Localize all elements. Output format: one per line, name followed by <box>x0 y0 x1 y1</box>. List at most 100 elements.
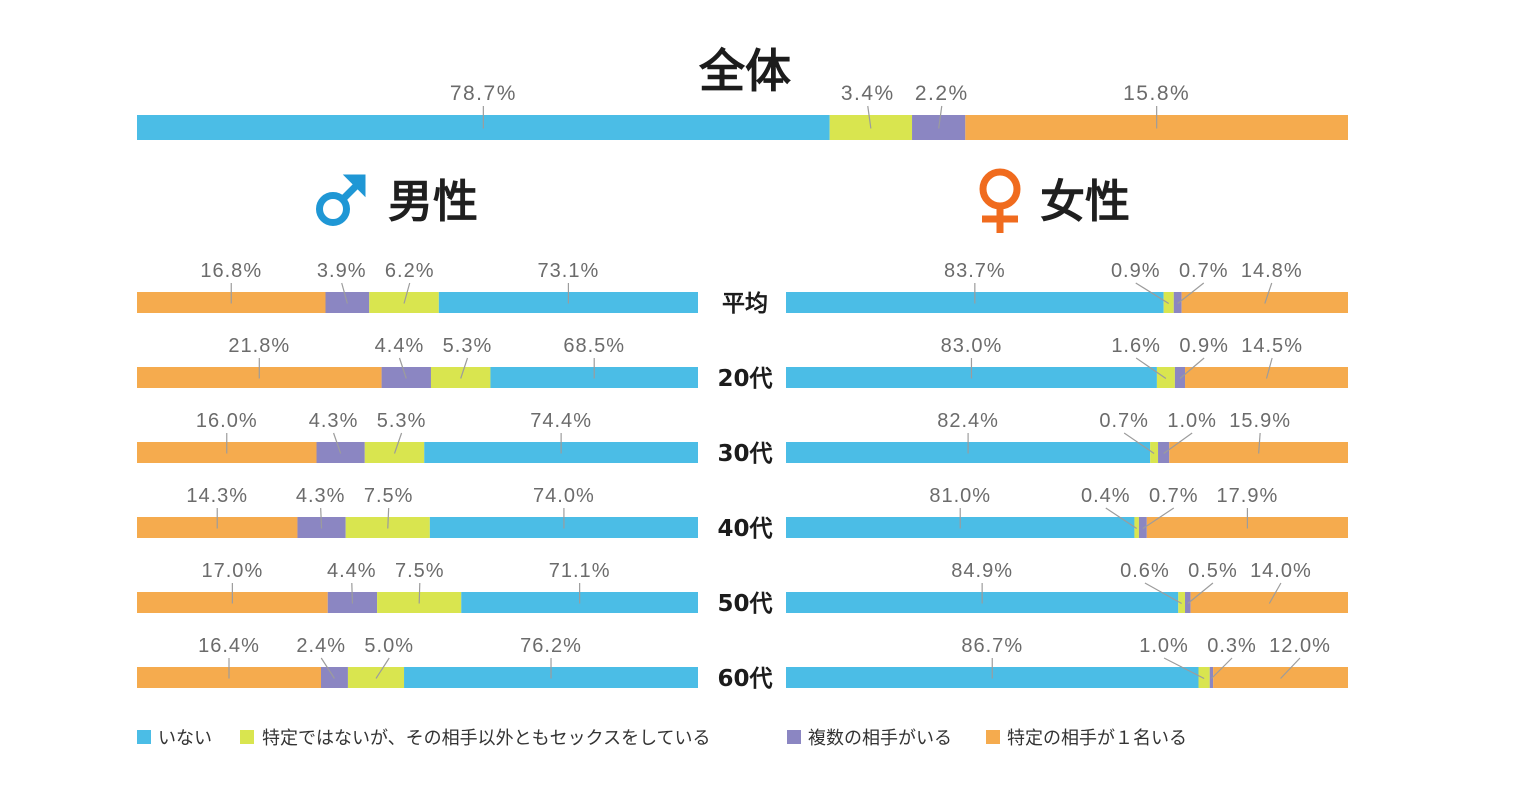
data-label: 82.4% <box>937 410 999 432</box>
leader-line <box>1280 657 1301 679</box>
category-label: 平均 <box>722 290 768 317</box>
segment-multiple-partners <box>1174 367 1186 388</box>
data-label-value: 21.8 <box>228 335 271 357</box>
data-label-unit: % <box>1180 485 1199 507</box>
data-label-unit: % <box>994 560 1013 582</box>
data-label: 5.3% <box>377 410 427 432</box>
legend-swatch <box>986 730 1000 744</box>
data-label-value: 7.5 <box>364 485 395 507</box>
category-label: 50代 <box>717 591 772 617</box>
male-symbol-icon <box>316 174 366 226</box>
data-label-unit: % <box>243 260 262 282</box>
data-label-unit: % <box>244 560 263 582</box>
data-label-value: 1.6 <box>1111 335 1142 357</box>
data-label-unit: % <box>1198 410 1217 432</box>
data-label-unit: % <box>1130 410 1149 432</box>
data-label-value: 4.4 <box>375 335 406 357</box>
segment-non-specific-partners <box>1134 517 1139 538</box>
legend-label: いない <box>158 728 212 749</box>
data-label: 76.2% <box>520 635 582 657</box>
data-label-unit: % <box>1210 260 1229 282</box>
data-label-value: 3.9 <box>317 260 348 282</box>
data-label-unit: % <box>1219 560 1238 582</box>
male-row: 17.0% 4.4% 7.5% 71.1% <box>137 560 698 613</box>
female-title: 女性 <box>1040 175 1130 228</box>
leader-line <box>320 657 335 679</box>
leader-line <box>867 105 872 129</box>
leader-line <box>1105 507 1138 530</box>
data-label: 71.1% <box>549 560 611 582</box>
segment-non-specific-partners <box>1198 667 1210 688</box>
leader-line <box>1264 282 1273 304</box>
data-label-unit: % <box>1004 635 1023 657</box>
data-label-unit: % <box>1142 260 1161 282</box>
data-label-unit: % <box>395 635 414 657</box>
data-label-unit: % <box>395 485 414 507</box>
male-title: 男性 <box>388 175 478 228</box>
legend-label: 複数の相手がいる <box>808 728 952 749</box>
data-label: 4.4% <box>375 335 425 357</box>
data-label-unit: % <box>1151 560 1170 582</box>
female-symbol-icon <box>979 168 1021 233</box>
data-label-value: 4.3 <box>309 410 340 432</box>
data-label: 0.7% <box>1099 410 1149 432</box>
leader-line <box>1258 432 1261 454</box>
data-label: 3.4% <box>841 82 895 105</box>
leader-line <box>1144 582 1182 605</box>
data-label: 81.0% <box>929 485 991 507</box>
data-label: 73.1% <box>538 260 600 282</box>
data-label: 17.0% <box>202 560 264 582</box>
data-label: 84.9% <box>951 560 1013 582</box>
data-label: 7.5% <box>395 560 445 582</box>
legend-swatch <box>787 730 801 744</box>
data-label-unit: % <box>984 335 1003 357</box>
data-label-value: 5.3 <box>377 410 408 432</box>
segment-multiple-partners <box>1185 592 1191 613</box>
data-label: 68.5% <box>563 335 625 357</box>
data-label-unit: % <box>1293 560 1312 582</box>
male-row: 16.8% 3.9% 6.2% 73.1% <box>137 260 698 313</box>
data-label: 0.3% <box>1207 635 1257 657</box>
segment-non-specific-partners <box>1156 367 1175 388</box>
legend-item-multiple-partners: 複数の相手がいる <box>787 728 952 749</box>
data-label-value: 17.0 <box>202 560 245 582</box>
data-label-unit: % <box>1170 635 1189 657</box>
data-label-unit: % <box>972 485 991 507</box>
leader-line <box>1123 432 1155 454</box>
data-label: 0.7% <box>1149 485 1199 507</box>
category-label: 60代 <box>717 666 772 692</box>
female-row: 82.4% 0.7% 1.0% 15.9% <box>786 410 1348 463</box>
data-label-unit: % <box>239 410 258 432</box>
data-label: 16.0% <box>196 410 258 432</box>
data-label: 17.9% <box>1217 485 1279 507</box>
leader-line <box>1211 657 1233 679</box>
data-label-value: 14.5 <box>1241 335 1284 357</box>
segment-multiple-partners <box>1158 442 1170 463</box>
female-row: 84.9% 0.6% 0.5% 14.0% <box>786 560 1348 613</box>
data-label: 6.2% <box>385 260 435 282</box>
female-row: 86.7% 1.0% 0.3% 12.0% <box>786 635 1348 688</box>
data-label-value: 83.7 <box>944 260 987 282</box>
data-label-value: 0.7 <box>1099 410 1130 432</box>
leader-line <box>1163 657 1205 680</box>
category-label: 20代 <box>717 366 772 392</box>
data-label-unit: % <box>1284 335 1303 357</box>
data-label-unit: % <box>229 485 248 507</box>
data-label: 14.3% <box>186 485 248 507</box>
data-label-unit: % <box>1112 485 1131 507</box>
data-label: 21.8% <box>228 335 290 357</box>
data-label-value: 71.1 <box>549 560 592 582</box>
data-label: 0.6% <box>1120 560 1170 582</box>
data-label-unit: % <box>875 82 895 105</box>
data-label: 4.3% <box>309 410 359 432</box>
data-label: 14.5% <box>1241 335 1303 357</box>
data-label-unit: % <box>1210 335 1229 357</box>
data-label-unit: % <box>426 560 445 582</box>
leader-line <box>393 432 403 454</box>
leader-line <box>938 105 943 129</box>
leader-line <box>351 582 354 604</box>
data-label-value: 84.9 <box>951 560 994 582</box>
leader-line <box>403 282 411 304</box>
data-label-value: 15.8 <box>1123 82 1170 105</box>
